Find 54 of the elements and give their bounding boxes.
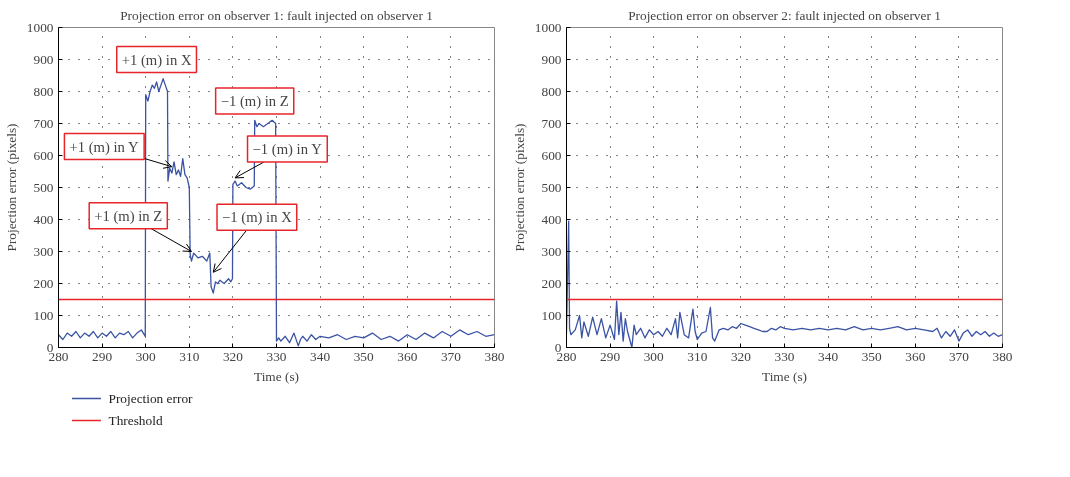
y-tick-label: 200 — [541, 275, 562, 291]
y-tick-label: 900 — [33, 51, 54, 67]
annotation: +1 (m) in Y — [69, 138, 140, 156]
chart-title: Projection error on observer 2: fault injected on observer 1 — [628, 7, 941, 23]
y-tick-label: 700 — [33, 115, 54, 131]
x-tick-label: 340 — [310, 348, 331, 364]
legend-label: Projection error — [108, 391, 194, 406]
x-tick-label: 330 — [774, 348, 795, 364]
x-tick-label: 310 — [687, 348, 708, 364]
x-tick-label: 380 — [992, 348, 1013, 364]
y-tick-label: 1000 — [26, 19, 54, 35]
y-axis-title: Projection error (pixels) — [511, 123, 527, 252]
x-tick-label: 350 — [861, 348, 883, 364]
x-tick-label: 290 — [92, 348, 113, 364]
x-tick-label: 350 — [353, 348, 375, 364]
y-axis-title: Projection error (pixels) — [3, 123, 19, 252]
annotation: +1 (m) in Z — [94, 207, 163, 225]
x-tick-label: 360 — [397, 348, 418, 364]
x-tick-label: 330 — [266, 348, 287, 364]
y-tick-label: 300 — [33, 243, 54, 259]
x-tick-label: 340 — [818, 348, 839, 364]
x-tick-label: 380 — [484, 348, 505, 364]
chart-title: Projection error on observer 1: fault injected on observer 1 — [120, 7, 433, 23]
x-tick-label: 320 — [730, 348, 752, 364]
y-tick-label: 800 — [33, 83, 54, 99]
x-tick-label: 370 — [948, 348, 970, 364]
x-tick-label: 310 — [179, 348, 200, 364]
annotation: +1 (m) in X — [121, 51, 192, 69]
y-tick-label: 400 — [541, 211, 562, 227]
y-tick-label: 400 — [33, 211, 54, 227]
x-tick-label: 360 — [905, 348, 926, 364]
y-tick-label: 1000 — [534, 19, 562, 35]
y-tick-label: 200 — [33, 275, 54, 291]
x-tick-label: 370 — [440, 348, 462, 364]
x-axis-title: Time (s) — [253, 368, 300, 384]
annotation: −1 (m) in X — [222, 209, 293, 227]
y-tick-label: 600 — [541, 147, 562, 163]
x-tick-label: 300 — [643, 348, 665, 364]
annotation: −1 (m) in Z — [220, 93, 289, 111]
annotation: −1 (m) in Y — [252, 141, 323, 159]
y-tick-label: 700 — [541, 115, 562, 131]
x-tick-label: 320 — [222, 348, 244, 364]
y-tick-label: 900 — [541, 51, 562, 67]
y-tick-label: 600 — [33, 147, 54, 163]
y-tick-label: 100 — [33, 307, 54, 323]
x-tick-label: 290 — [600, 348, 621, 364]
y-tick-label: 800 — [541, 83, 562, 99]
y-tick-label: 100 — [541, 307, 562, 323]
y-tick-label: 500 — [33, 179, 54, 195]
x-tick-label: 300 — [135, 348, 157, 364]
x-axis-title: Time (s) — [761, 368, 808, 384]
y-tick-label: 500 — [541, 179, 562, 195]
y-tick-label: 300 — [541, 243, 562, 259]
legend-label: Threshold — [108, 413, 163, 428]
